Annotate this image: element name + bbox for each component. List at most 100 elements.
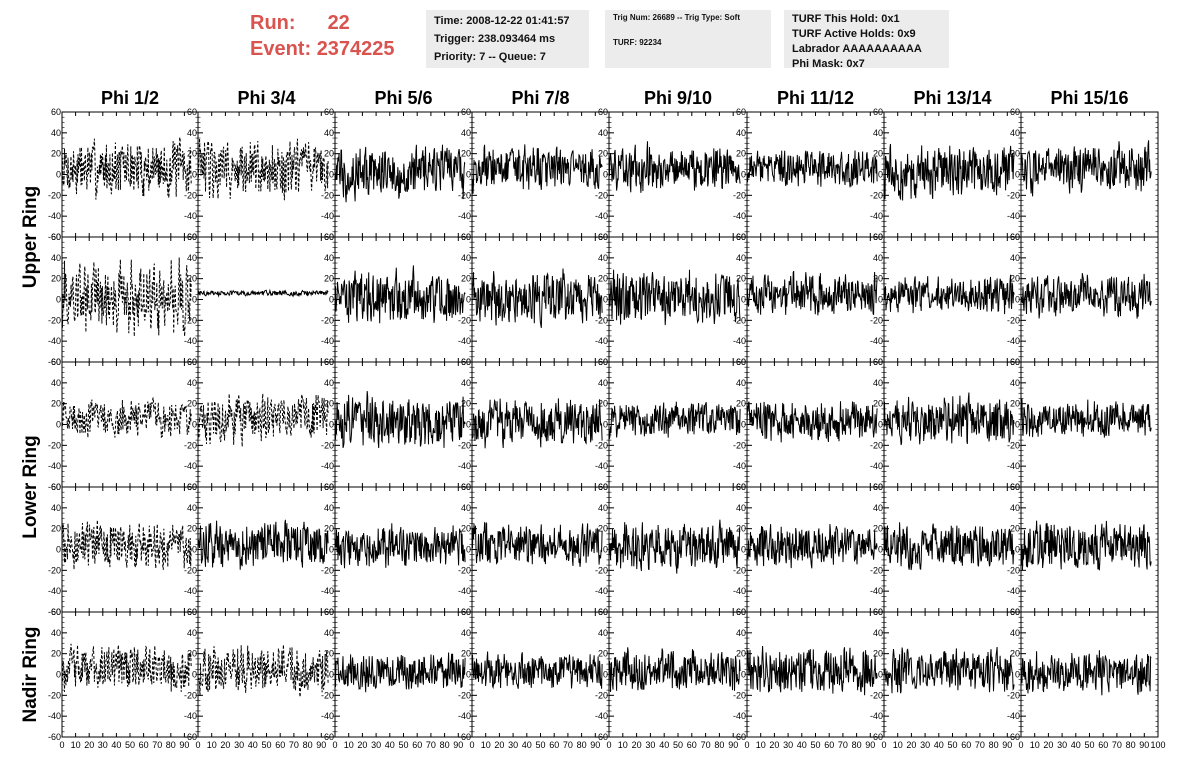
x-tick-label: 60 (961, 740, 971, 750)
x-tick-label: 0 (744, 740, 749, 750)
waveform-trace (883, 392, 1015, 446)
y-tick-label: -20 (870, 565, 883, 575)
x-tick-label: 50 (125, 740, 135, 750)
waveform-trace (608, 519, 741, 574)
x-tick-label: 80 (303, 740, 313, 750)
y-tick-label: 0 (329, 420, 334, 430)
x-tick-label: 20 (357, 740, 367, 750)
y-tick-label: 0 (741, 170, 746, 180)
y-tick-label: 60 (461, 357, 471, 367)
x-tick-label: 90 (316, 740, 326, 750)
y-tick-label: 40 (1010, 628, 1020, 638)
y-tick-label: -40 (1007, 211, 1020, 221)
y-tick-label: -20 (48, 565, 61, 575)
y-tick-label: 60 (736, 482, 746, 492)
x-tick-label: 20 (494, 740, 504, 750)
y-tick-label: 20 (324, 524, 334, 534)
y-tick-label: 0 (192, 545, 197, 555)
y-tick-label: 0 (878, 545, 883, 555)
waveform-trace (197, 138, 329, 201)
x-tick-label: 60 (139, 740, 149, 750)
y-tick-label: 40 (873, 253, 883, 263)
x-tick-label: 0 (469, 740, 474, 750)
x-tick-label: 0 (59, 740, 64, 750)
y-tick-label: 60 (736, 232, 746, 242)
trig-num-text: Trig Num: 26689 -- Trig Type: Soft (613, 13, 740, 22)
y-tick-label: -40 (321, 711, 334, 721)
y-tick-label: 0 (878, 170, 883, 180)
y-tick-label: 40 (461, 628, 471, 638)
y-tick-label: 0 (56, 670, 61, 680)
y-tick-label: -40 (321, 211, 334, 221)
y-tick-label: -20 (48, 190, 61, 200)
y-tick-label: 40 (187, 628, 197, 638)
x-tick-label: 80 (852, 740, 862, 750)
y-tick-label: -20 (595, 690, 608, 700)
y-tick-label: -40 (321, 461, 334, 471)
run-value: 22 (327, 12, 350, 34)
y-tick-label: -60 (48, 232, 61, 242)
y-tick-label: 60 (598, 357, 608, 367)
y-tick-label: 0 (603, 420, 608, 430)
y-tick-label: 20 (1010, 524, 1020, 534)
y-tick-label: -20 (321, 315, 334, 325)
y-tick-label: 40 (873, 503, 883, 513)
y-tick-label: 20 (873, 149, 883, 159)
y-tick-label: -20 (458, 315, 471, 325)
y-tick-label: -40 (48, 211, 61, 221)
x-tick-label: 40 (248, 740, 258, 750)
y-tick-label: 40 (598, 628, 608, 638)
column-header: Phi 7/8 (511, 88, 569, 108)
y-tick-label: 20 (461, 274, 471, 284)
y-tick-label: -40 (458, 211, 471, 221)
x-tick-label: 70 (975, 740, 985, 750)
ring-label: Lower Ring (20, 435, 41, 538)
y-tick-label: 60 (187, 232, 197, 242)
y-tick-label: 60 (598, 107, 608, 117)
y-tick-label: 60 (461, 232, 471, 242)
x-tick-label: 20 (632, 740, 642, 750)
x-tick-label: 80 (440, 740, 450, 750)
y-tick-label: 20 (736, 524, 746, 534)
y-tick-label: 60 (873, 357, 883, 367)
ring-label: Upper Ring (20, 186, 41, 288)
y-tick-label: -60 (48, 482, 61, 492)
y-tick-label: 60 (324, 107, 334, 117)
waveform-trace (334, 390, 466, 449)
waveform-trace (1020, 650, 1152, 696)
trigger-info-panel: Trig Num: 26689 -- Trig Type: Soft TURF:… (605, 10, 771, 68)
y-tick-label: 60 (1010, 357, 1020, 367)
y-tick-label: 20 (1010, 399, 1020, 409)
y-tick-label: 20 (1010, 149, 1020, 159)
waveform-trace (608, 269, 741, 326)
waveform-trace (334, 652, 466, 693)
y-tick-label: 0 (56, 420, 61, 430)
y-tick-label: 60 (461, 482, 471, 492)
y-tick-label: 40 (736, 378, 746, 388)
y-tick-label: -40 (321, 336, 334, 346)
y-tick-label: 20 (873, 274, 883, 284)
y-tick-label: -40 (595, 461, 608, 471)
y-tick-label: -20 (321, 690, 334, 700)
x-tick-label: 70 (701, 740, 711, 750)
y-tick-label: 0 (56, 170, 61, 180)
y-tick-label: 40 (324, 503, 334, 513)
y-tick-label: -20 (1007, 440, 1020, 450)
column-header: Phi 5/6 (374, 88, 432, 108)
x-tick-label: 10 (618, 740, 628, 750)
x-tick-label: 50 (947, 740, 957, 750)
y-tick-label: 20 (51, 649, 61, 659)
time-info-panel: Time: 2008-12-22 01:41:57 Trigger: 238.0… (426, 10, 589, 68)
y-tick-label: -40 (733, 711, 746, 721)
y-tick-label: -40 (48, 586, 61, 596)
y-tick-label: -60 (595, 732, 608, 742)
y-tick-label: 60 (187, 357, 197, 367)
y-tick-label: -20 (1007, 565, 1020, 575)
y-tick-label: 60 (873, 107, 883, 117)
y-tick-label: 60 (598, 482, 608, 492)
x-tick-label: 10 (481, 740, 491, 750)
y-tick-label: 40 (324, 628, 334, 638)
y-tick-label: 40 (598, 253, 608, 263)
y-tick-label: 60 (51, 232, 61, 242)
y-tick-label: 60 (736, 357, 746, 367)
